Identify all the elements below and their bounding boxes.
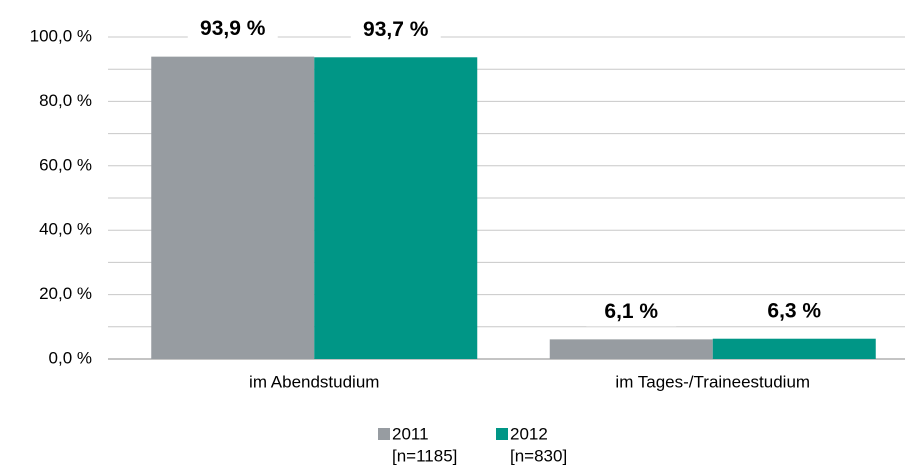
legend-swatch xyxy=(496,428,508,440)
y-tick-label: 40,0 % xyxy=(39,220,92,239)
bar xyxy=(151,56,315,359)
legend-label: 2012 xyxy=(510,424,548,443)
y-tick-label: 100,0 % xyxy=(30,26,92,45)
y-tick-label: 0,0 % xyxy=(49,348,92,367)
legend-sample: [n=830] xyxy=(510,446,567,465)
value-label-bg xyxy=(350,16,441,45)
value-label: 6,3 % xyxy=(767,299,821,322)
y-tick-label: 60,0 % xyxy=(39,155,92,174)
x-tick-label: im Abendstudium xyxy=(249,372,379,391)
bar xyxy=(549,339,713,359)
value-label: 93,7 % xyxy=(363,18,429,41)
bar xyxy=(314,57,478,359)
value-label-bg xyxy=(586,298,677,327)
value-label-bg xyxy=(749,297,840,326)
legend-swatch xyxy=(378,428,390,440)
y-tick-label: 80,0 % xyxy=(39,91,92,110)
legend-label: 2011 xyxy=(392,424,429,443)
value-label-bg xyxy=(187,15,278,44)
bar xyxy=(712,338,876,359)
y-tick-label: 20,0 % xyxy=(39,284,92,303)
value-label: 6,1 % xyxy=(604,300,658,323)
value-label: 93,9 % xyxy=(200,17,266,40)
x-tick-label: im Tages-/Traineestudium xyxy=(615,372,810,391)
legend-sample: [n=1185] xyxy=(392,446,457,465)
